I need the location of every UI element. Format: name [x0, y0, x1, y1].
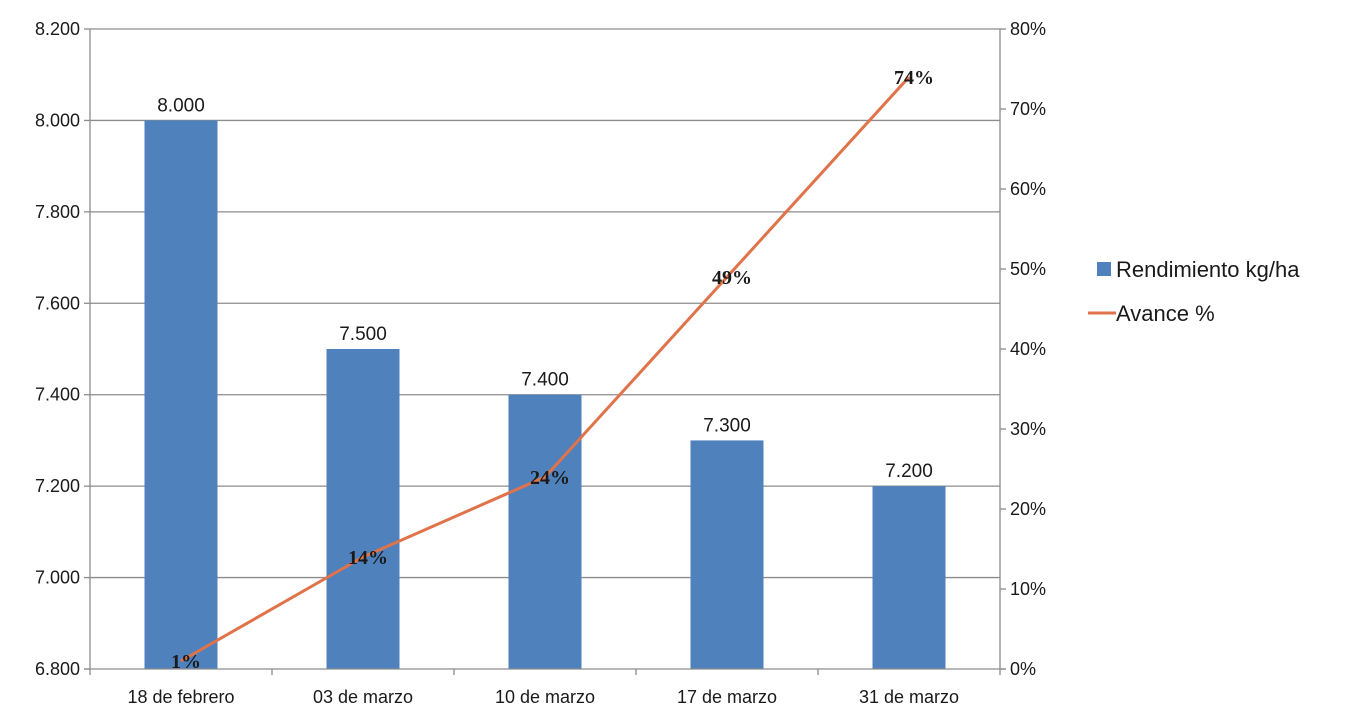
legend-label-avance: Avance %	[1116, 301, 1215, 326]
legend: Rendimiento kg/ha Avance %	[1088, 257, 1300, 326]
bar-data-labels: 8.000 7.500 7.400 7.300 7.200	[157, 95, 933, 482]
axes	[84, 28, 1006, 675]
bar-value-label: 7.500	[339, 324, 387, 345]
bar-value-label: 7.400	[521, 370, 569, 391]
bar	[508, 394, 582, 669]
left-tick-label: 7.600	[35, 293, 80, 313]
line-value-label: 14%	[348, 547, 388, 569]
line-value-label: 24%	[530, 467, 570, 489]
left-tick-label: 7.200	[35, 476, 80, 496]
right-tick-label: 50%	[1010, 259, 1046, 279]
legend-label-rendimiento: Rendimiento kg/ha	[1116, 257, 1300, 282]
right-tick-label: 70%	[1010, 99, 1046, 119]
left-tick-label: 8.200	[35, 19, 80, 39]
bar	[144, 120, 218, 669]
right-tick-label: 40%	[1010, 339, 1046, 359]
left-tick-label: 7.400	[35, 385, 80, 405]
left-tick-label: 6.800	[35, 659, 80, 679]
line-series-avance	[180, 75, 911, 663]
x-tick-label: 17 de marzo	[677, 687, 777, 707]
x-tick-label: 18 de febrero	[127, 687, 234, 707]
right-tick-label: 80%	[1010, 19, 1046, 39]
bar	[326, 349, 400, 669]
line-value-label: 1%	[171, 651, 201, 673]
bar-value-label: 7.300	[703, 415, 751, 436]
line-value-label: 74%	[894, 67, 934, 89]
right-tick-label: 10%	[1010, 579, 1046, 599]
line-data-labels: 1% 14% 24% 49% 74%	[171, 67, 934, 673]
left-tick-label: 8.000	[35, 110, 80, 130]
right-tick-label: 20%	[1010, 499, 1046, 519]
legend-swatch-rendimiento	[1097, 262, 1111, 276]
bar-series-rendimiento	[144, 120, 946, 669]
right-tick-label: 0%	[1010, 659, 1036, 679]
line-value-label: 49%	[712, 267, 752, 289]
x-tick-label: 03 de marzo	[313, 687, 413, 707]
right-axis-tick-labels: 0% 10% 20% 30% 40% 50% 60% 70% 80%	[1010, 19, 1046, 679]
left-tick-label: 7.800	[35, 202, 80, 222]
left-tick-label: 7.000	[35, 568, 80, 588]
right-tick-label: 30%	[1010, 419, 1046, 439]
bar-value-label: 8.000	[157, 95, 205, 116]
left-axis-tick-labels: 6.800 7.000 7.200 7.400 7.600 7.800 8.000 8.200	[35, 19, 80, 679]
bar	[872, 486, 946, 669]
bar	[690, 440, 764, 669]
x-tick-label: 10 de marzo	[495, 687, 595, 707]
x-axis-tick-labels: 18 de febrero 03 de marzo 10 de marzo 17 de…	[127, 687, 959, 707]
x-tick-label: 31 de marzo	[859, 687, 959, 707]
bar-value-label: 7.200	[885, 461, 933, 482]
right-tick-label: 60%	[1010, 179, 1046, 199]
